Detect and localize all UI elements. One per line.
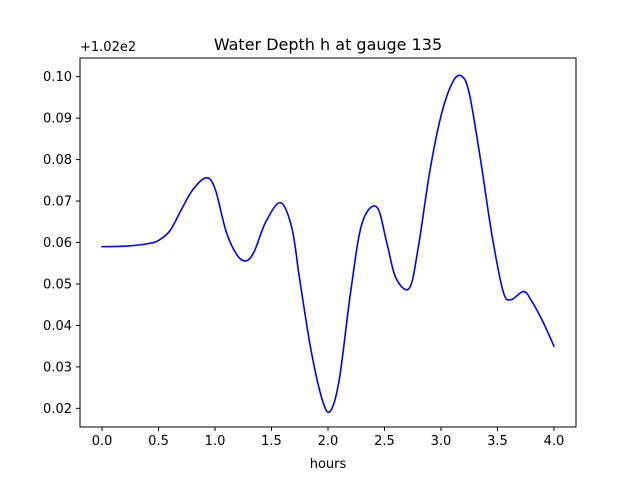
y-tick-label: 0.05: [43, 277, 72, 292]
y-axis-ticks: 0.02 0.03 0.04 0.05 0.06 0.07 0.08 0.09 0.10: [43, 70, 80, 417]
y-tick-label: 0.08: [43, 153, 72, 168]
x-tick-label: 3.5: [487, 434, 508, 449]
x-tick-label: 0.5: [148, 434, 169, 449]
y-tick-label: 0.04: [43, 319, 72, 334]
x-tick-label: 2.5: [374, 434, 395, 449]
series-line-water-depth: [101, 74, 555, 414]
y-tick-label: 0.10: [43, 70, 72, 85]
y-tick-label: 0.02: [43, 402, 72, 417]
x-tick-label: 0.0: [92, 434, 113, 449]
y-tick-label: 0.07: [43, 195, 72, 210]
y-tick-label: 0.06: [43, 236, 72, 251]
x-tick-label: 2.0: [318, 434, 339, 449]
x-axis-ticks: 0.0 0.5 1.0 1.5 2.0 2.5 3.0 3.5 4.0: [92, 427, 565, 449]
x-tick-label: 1.0: [205, 434, 226, 449]
y-axis-offset-label: +1.02e2: [80, 40, 136, 55]
x-axis-label: hours: [310, 457, 347, 472]
y-tick-label: 0.09: [43, 112, 72, 127]
y-tick-label: 0.03: [43, 360, 72, 375]
x-tick-label: 4.0: [544, 434, 565, 449]
x-tick-label: 1.5: [261, 434, 282, 449]
chart-title: Water Depth h at gauge 135: [214, 35, 442, 54]
x-tick-label: 3.0: [431, 434, 452, 449]
